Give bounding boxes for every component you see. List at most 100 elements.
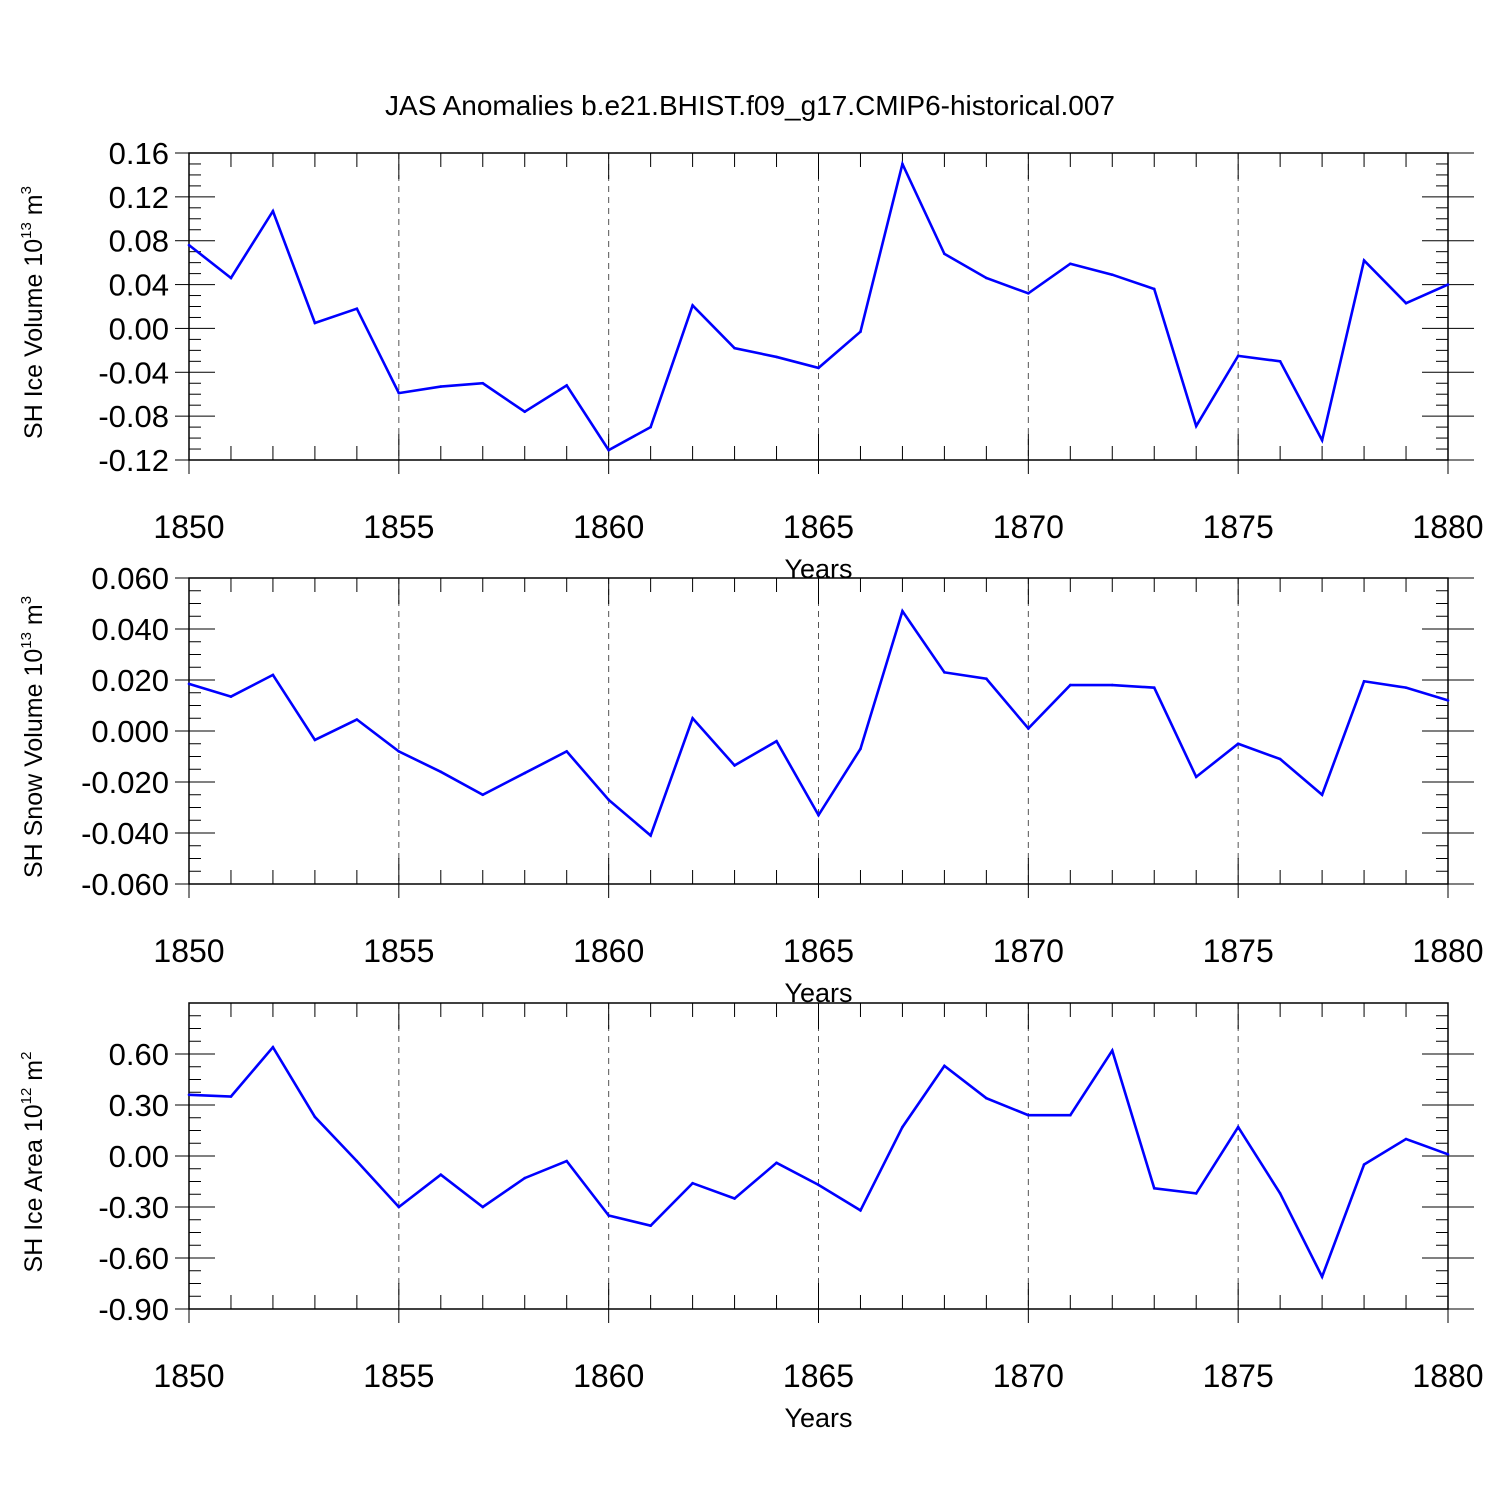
data-point: [271, 209, 275, 213]
data-point: [1069, 683, 1072, 687]
data-point: [1152, 686, 1156, 689]
data-point: [1110, 683, 1114, 687]
data-point: [397, 391, 401, 395]
y-axis-label-superscript: 3: [18, 596, 35, 604]
y-tick-label: -0.08: [98, 399, 169, 434]
data-point: [229, 276, 233, 280]
data-point: [1027, 292, 1030, 295]
data-point: [271, 1045, 275, 1049]
data-point: [1278, 360, 1282, 363]
data-point: [775, 739, 778, 743]
data-point: [1152, 1187, 1156, 1190]
x-tick-label: 1855: [363, 933, 434, 969]
data-point: [859, 747, 862, 751]
y-axis-label-superscript: 2: [18, 1052, 35, 1060]
data-point: [1320, 793, 1324, 797]
y-axis-label-superscript: 3: [18, 186, 35, 194]
data-point: [481, 381, 485, 385]
plot-frame: [188, 577, 1449, 885]
data-point: [817, 1183, 820, 1187]
data-point: [1320, 438, 1324, 442]
data-point: [733, 346, 736, 350]
y-tick-label: 0.040: [91, 612, 169, 647]
data-point: [943, 671, 946, 674]
data-point: [691, 1181, 694, 1185]
data-point: [439, 385, 443, 388]
data-point: [985, 677, 988, 681]
data-point: [565, 750, 568, 753]
x-tick-label: 1860: [573, 509, 644, 545]
data-point: [523, 771, 527, 775]
data-point: [187, 1093, 191, 1097]
y-tick-label: 0.16: [109, 136, 169, 171]
data-point: [355, 1159, 359, 1163]
y-tick-label: -0.30: [98, 1190, 169, 1225]
data-point: [1110, 273, 1114, 277]
data-point: [229, 695, 233, 698]
x-tick-label: 1860: [573, 933, 644, 969]
x-tick-label: 1880: [1412, 1358, 1483, 1394]
x-tick-label: 1875: [1203, 933, 1274, 969]
data-point: [565, 1159, 568, 1163]
y-tick-label: 0.060: [91, 561, 169, 596]
data-point: [1110, 1049, 1114, 1052]
data-point: [607, 1214, 610, 1217]
y-axis-label-text: m: [20, 194, 48, 222]
x-tick-label: 1865: [783, 509, 854, 545]
y-tick-label: 0.08: [109, 224, 169, 259]
data-point: [1404, 686, 1408, 689]
data-point: [733, 1197, 736, 1200]
data-point: [313, 1115, 317, 1119]
data-point: [985, 1096, 988, 1100]
data-point: [1362, 679, 1366, 683]
data-point: [1194, 775, 1198, 779]
data-point: [523, 410, 527, 414]
y-axis-label: SH Ice Area 1012 m2: [18, 1052, 48, 1273]
data-point: [859, 330, 862, 334]
y-tick-label: 0.00: [109, 1139, 169, 1174]
x-tick-label: 1870: [993, 509, 1064, 545]
data-point: [1236, 354, 1240, 358]
figure-title: JAS Anomalies b.e21.BHIST.f09_g17.CMIP6-…: [385, 90, 1115, 121]
y-axis-label-text: SH Ice Volume 10: [20, 239, 48, 439]
data-point: [1027, 727, 1030, 730]
data-point: [565, 384, 568, 387]
data-point: [1278, 757, 1282, 761]
data-point: [733, 764, 736, 767]
data-point: [1069, 1113, 1072, 1117]
data-point: [859, 1209, 862, 1212]
x-axis-label: Years: [784, 1403, 852, 1433]
data-point: [607, 798, 610, 802]
x-tick-label: 1880: [1412, 509, 1483, 545]
data-point: [187, 243, 191, 247]
data-point: [901, 609, 904, 613]
y-tick-label: 0.04: [109, 268, 169, 303]
data-point: [691, 716, 694, 720]
data-point: [439, 1173, 443, 1176]
x-tick-label: 1870: [993, 1358, 1064, 1394]
data-point: [1320, 1275, 1324, 1278]
data-point: [1278, 1192, 1282, 1195]
data-point: [1446, 699, 1450, 702]
y-tick-label: 0.000: [91, 714, 169, 749]
data-point: [1404, 1137, 1408, 1141]
data-point: [1027, 1113, 1030, 1117]
y-axis-label-superscript: 13: [18, 222, 35, 239]
data-point: [1152, 287, 1156, 291]
data-point: [775, 1161, 778, 1165]
data-point: [313, 321, 317, 325]
data-point: [229, 1095, 233, 1098]
x-tick-label: 1855: [363, 509, 434, 545]
y-axis-label: SH Ice Volume 1013 m3: [18, 186, 48, 439]
data-point: [481, 793, 485, 797]
data-point: [943, 252, 946, 256]
y-tick-label: 0.020: [91, 663, 169, 698]
x-tick-label: 1865: [783, 933, 854, 969]
data-point: [1362, 259, 1366, 262]
x-tick-label: 1870: [993, 933, 1064, 969]
panel-1: -0.12 -0.08 -0.04 0.00 0.04 0.08 0.12 0.16 1850 1…: [18, 136, 1484, 584]
y-axis-label-text: SH Snow Volume 10: [20, 649, 48, 878]
data-point: [313, 738, 317, 742]
y-tick-label: 0.00: [109, 311, 169, 346]
data-point: [1236, 742, 1240, 746]
